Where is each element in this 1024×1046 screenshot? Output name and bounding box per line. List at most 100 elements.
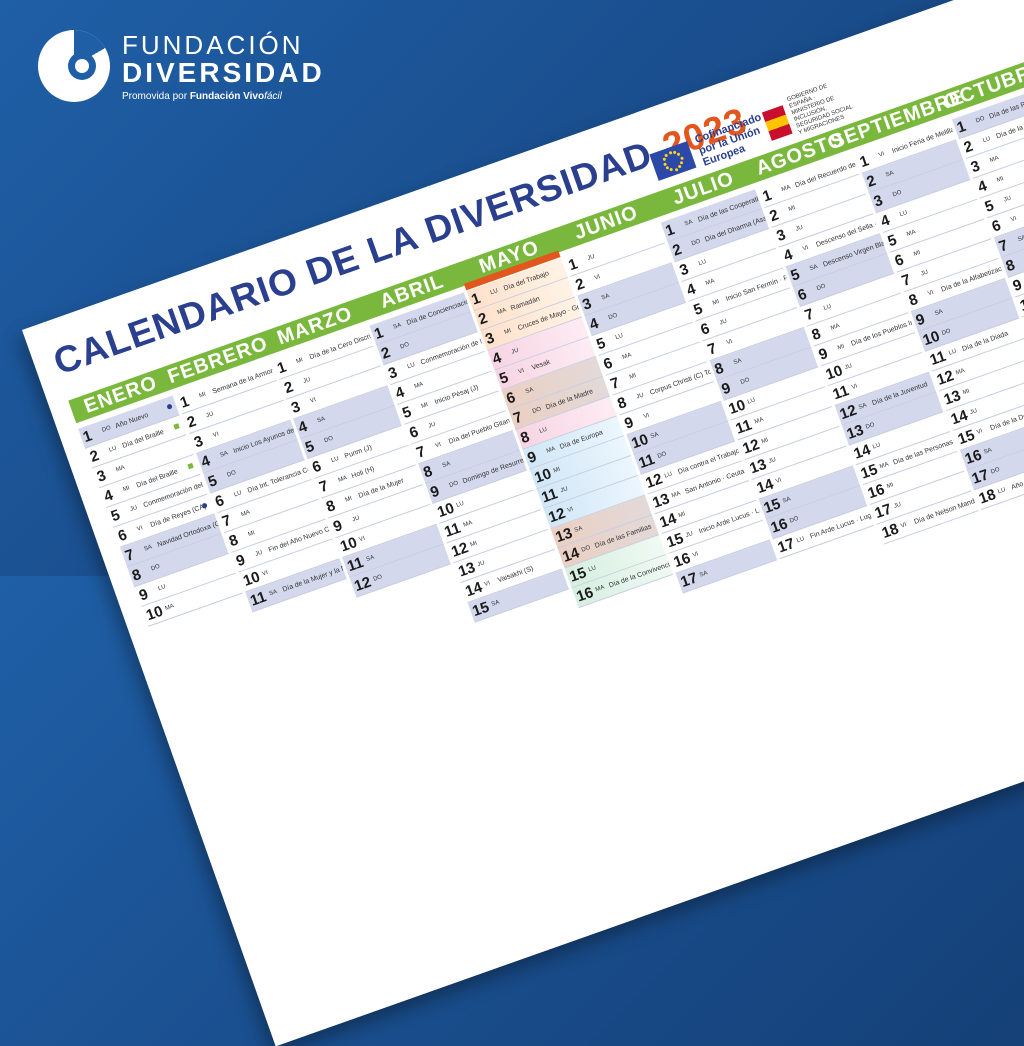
weekday-abbr: DO: [990, 466, 1001, 476]
weekday-abbr: MI: [962, 388, 971, 397]
weekday-abbr: MA: [753, 416, 765, 426]
weekday-abbr: MA: [413, 381, 425, 391]
weekday-abbr: MA: [164, 603, 175, 612]
eu-star-icon: [662, 162, 667, 166]
weekday-abbr: MA: [989, 155, 1000, 164]
weekday-abbr: VI: [593, 274, 602, 282]
weekday-abbr: SA: [441, 460, 452, 470]
weekday-abbr: MI: [886, 482, 895, 491]
weekday-abbr: VI: [642, 412, 651, 421]
weekday-abbr: DO: [865, 422, 876, 431]
weekday-abbr: JU: [794, 224, 804, 233]
weekday-abbr: DO: [816, 283, 827, 293]
weekday-abbr: MA: [906, 229, 917, 238]
weekday-abbr: DO: [399, 341, 411, 351]
weekday-abbr: MI: [552, 466, 562, 475]
weekday-abbr: VI: [1010, 215, 1018, 224]
eu-star-icon: [664, 153, 669, 158]
weekday-abbr: LU: [157, 583, 167, 593]
weekday-abbr: LU: [872, 442, 882, 451]
day-number: 12: [351, 573, 374, 595]
weekday-abbr: DO: [789, 515, 800, 525]
weekday-abbr: DO: [607, 312, 619, 322]
logo-line1: FUNDACIÓN: [122, 29, 304, 60]
eu-star-icon: [672, 150, 677, 155]
weekday-abbr: SA: [934, 308, 944, 318]
weekday-abbr: DO: [656, 451, 668, 460]
fundacion-diversidad-logo: FUNDACIÓN DIVERSIDAD Promovida por Funda…: [38, 30, 325, 102]
weekday-abbr: SA: [365, 554, 376, 564]
weekday-abbr: MI: [469, 540, 478, 549]
weekday-abbr: MA: [115, 464, 126, 474]
weekday-abbr: JU: [1003, 195, 1013, 204]
day-number: 16: [574, 583, 596, 606]
weekday-abbr: JU: [427, 421, 437, 430]
weekday-abbr: MI: [677, 511, 687, 520]
weekday-abbr: JU: [969, 407, 979, 417]
weekday-abbr: MA: [462, 519, 474, 529]
weekday-abbr: LU: [899, 209, 909, 219]
eu-star-icon: [679, 160, 684, 165]
weekday-abbr: VI: [309, 397, 317, 405]
weekday-abbr: MA: [240, 509, 251, 519]
weekday-abbr: SA: [649, 431, 660, 441]
weekday-abbr: JU: [559, 486, 569, 495]
weekday-abbr: MA: [704, 278, 716, 287]
eu-flag-icon: [649, 141, 697, 181]
weekday-abbr: LU: [538, 426, 548, 435]
weekday-abbr: VI: [212, 431, 220, 440]
weekday-abbr: MI: [628, 372, 638, 381]
eu-star-icon: [676, 152, 681, 157]
weekday-abbr: SA: [600, 293, 611, 302]
logo-promo-org-b: fácil: [264, 90, 282, 102]
logo-promo: Promovida por Fundación Vivofácil: [122, 91, 325, 102]
weekday-abbr: JU: [302, 376, 312, 385]
calendar-grid: 1 DO Año Nuevo 2 LU Día del Braille 3 MA 4 MI Día …: [78, 52, 1024, 786]
weekday-abbr: DO: [323, 435, 335, 445]
weekday-abbr: JU: [205, 411, 215, 420]
logo-promo-prefix: Promovida por: [122, 90, 188, 102]
weekday-abbr: DO: [150, 563, 161, 573]
weekday-abbr: MA: [830, 323, 841, 332]
weekday-abbr: MA: [621, 352, 633, 361]
eu-star-icon: [665, 165, 669, 170]
weekday-abbr: DO: [226, 469, 237, 479]
weekday-abbr: SA: [698, 570, 709, 579]
weekday-abbr: VI: [725, 338, 734, 347]
eu-star-icon: [662, 157, 666, 162]
logo-line2: DIVERSIDAD: [122, 56, 325, 88]
weekday-abbr: SA: [782, 496, 792, 505]
logo-mark-icon: [38, 30, 110, 102]
weekday-abbr: MI: [996, 175, 1005, 184]
weekday-abbr: VI: [851, 383, 859, 392]
weekday-abbr: SA: [524, 386, 535, 396]
weekday-abbr: LU: [587, 565, 598, 574]
weekday-abbr: VI: [774, 477, 783, 485]
weekday-abbr: DO: [739, 377, 751, 386]
weekday-abbr: MI: [247, 530, 256, 538]
weekday-abbr: SA: [573, 525, 584, 534]
weekday-abbr: JU: [510, 347, 520, 356]
weekday-abbr: LU: [697, 258, 708, 268]
day-number: 10: [143, 602, 166, 624]
logo-wordmark: FUNDACIÓN DIVERSIDAD Promovida por Funda…: [122, 31, 325, 102]
weekday-abbr: MI: [787, 205, 797, 213]
weekday-abbr: JU: [586, 253, 596, 262]
weekday-abbr: MA: [955, 367, 966, 377]
weekday-abbr: JU: [893, 501, 903, 510]
weekday-abbr: LU: [746, 397, 757, 406]
weekday-abbr: SA: [983, 447, 993, 456]
weekday-abbr: VI: [566, 506, 575, 515]
logo-promo-org: Fundación Vivo: [189, 90, 265, 102]
weekday-abbr: JU: [718, 318, 728, 327]
eu-star-icon: [679, 156, 684, 160]
eu-star-icon: [668, 150, 672, 155]
weekday-abbr: DO: [941, 328, 952, 337]
day-number: 15: [470, 598, 492, 620]
weekday-abbr: MI: [760, 437, 770, 446]
weekday-abbr: SA: [1017, 234, 1024, 244]
calendar-poster: CALENDARIO DE LA DIVERSIDAD2023 Cofinanc…: [22, 0, 1024, 1046]
weekday-abbr: VI: [261, 570, 269, 578]
weekday-abbr: MI: [913, 249, 922, 258]
weekday-abbr: VI: [691, 551, 700, 559]
